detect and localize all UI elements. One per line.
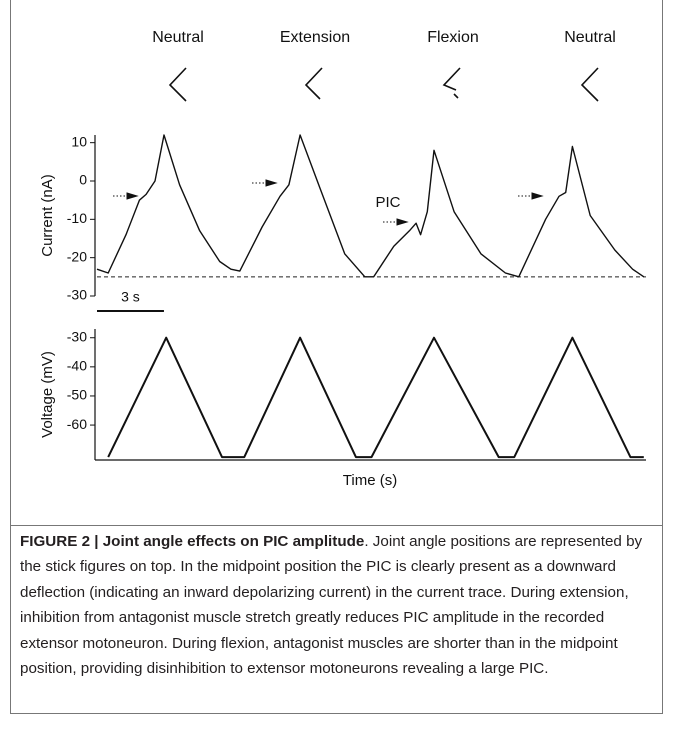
y-tick-label: -50: [67, 387, 87, 403]
trace: [96, 134, 645, 278]
y-tick-label: -30: [67, 328, 87, 344]
position-label: Neutral: [152, 29, 204, 46]
y-axis-label: Current (nA): [39, 174, 56, 257]
stick-figures: [168, 67, 599, 102]
stick-figure: [168, 67, 187, 102]
y-tick-label: 10: [71, 133, 87, 149]
y-tick-label: -60: [67, 416, 87, 432]
arrow: [265, 179, 278, 187]
position-label: Flexion: [427, 29, 479, 46]
y-tick-label: 0: [79, 172, 87, 188]
position-label: Neutral: [564, 29, 616, 46]
caption-text: . Joint angle positions are represented …: [20, 533, 643, 678]
caption: FIGURE 2 | Joint angle effects on PIC am…: [20, 529, 656, 681]
arrows: [113, 179, 544, 226]
stick-figure: [304, 67, 323, 100]
y-tick-label: -40: [67, 358, 87, 374]
y-tick-label: -10: [67, 210, 87, 226]
x-axis-label: Time (s): [343, 472, 397, 489]
stick-figure: [442, 67, 461, 99]
stick-figure: [580, 67, 599, 102]
y-tick-label: -30: [67, 287, 87, 303]
arrow: [531, 192, 544, 200]
caption-title: FIGURE 2 | Joint angle effects on PIC am…: [20, 533, 365, 550]
scale-bar-label: 3 s: [121, 289, 140, 305]
y-axis-label: Voltage (mV): [39, 351, 56, 438]
arrow: [126, 192, 139, 200]
trace: [107, 336, 644, 459]
arrow: [396, 218, 409, 226]
y-tick-label: -20: [67, 248, 87, 264]
annotation: PIC: [375, 194, 400, 211]
position-label: Extension: [280, 29, 350, 46]
